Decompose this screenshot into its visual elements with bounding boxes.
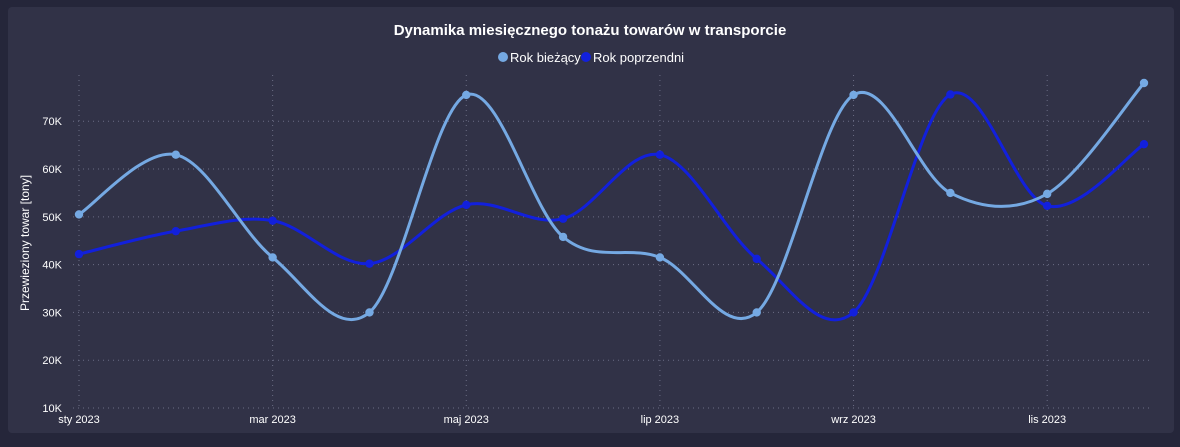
data-point-1[interactable] <box>1139 139 1149 149</box>
y-tick-label: 20K <box>42 355 62 367</box>
y-axis-title: Przewieziony towar [tony] <box>18 175 32 311</box>
x-tick-label: lis 2023 <box>1028 414 1066 426</box>
series-lines <box>77 81 1146 322</box>
y-tick-label: 70K <box>42 116 62 128</box>
y-tick-label: 50K <box>42 212 62 224</box>
data-point-1[interactable] <box>752 254 761 264</box>
data-point-0[interactable] <box>655 253 665 262</box>
legend-label: Rok bieżący <box>510 50 581 65</box>
data-point-1[interactable] <box>1042 201 1052 211</box>
legend-marker <box>581 52 591 62</box>
data-point-1[interactable] <box>365 259 374 268</box>
data-point-0[interactable] <box>171 150 181 159</box>
data-point-0[interactable] <box>1042 189 1052 199</box>
x-axis-ticks: sty 2023 mar 2023 maj 2023 lip 2023 wrz 2023… <box>58 414 1066 426</box>
legend-marker <box>498 52 508 62</box>
x-tick-label: lip 2023 <box>641 414 680 426</box>
data-point-1[interactable] <box>946 90 955 99</box>
data-point-0[interactable] <box>849 90 858 100</box>
data-point-1[interactable] <box>171 226 181 236</box>
data-point-1[interactable] <box>849 308 858 317</box>
data-point-0[interactable] <box>752 308 761 317</box>
data-point-1[interactable] <box>558 214 568 223</box>
data-point-0[interactable] <box>1139 78 1149 88</box>
chart-panel <box>8 7 1174 433</box>
x-tick-label: wrz 2023 <box>830 414 876 426</box>
x-tick-label: maj 2023 <box>444 414 489 426</box>
x-tick-label: mar 2023 <box>249 414 295 426</box>
data-point-1[interactable] <box>74 249 84 259</box>
y-tick-label: 30K <box>42 307 62 319</box>
y-tick-label: 60K <box>42 164 62 176</box>
legend: Rok bieżący Rok poprzendni <box>498 50 684 65</box>
y-tick-label: 10K <box>42 403 62 415</box>
legend-label: Rok poprzendni <box>593 50 684 65</box>
data-point-1[interactable] <box>655 150 665 159</box>
chart-title: Dynamika miesięcznego tonażu towarów w t… <box>394 22 787 39</box>
y-axis-ticks: 10K 20K 30K 40K 50K 60K 70K <box>42 116 62 415</box>
data-point-0[interactable] <box>74 210 84 219</box>
data-point-0[interactable] <box>268 253 277 262</box>
data-point-0[interactable] <box>365 308 374 317</box>
data-point-1[interactable] <box>462 200 471 210</box>
data-point-0[interactable] <box>946 188 955 198</box>
data-point-1[interactable] <box>268 216 277 225</box>
x-tick-label: sty 2023 <box>58 414 100 426</box>
data-point-0[interactable] <box>558 232 568 242</box>
y-tick-label: 40K <box>42 260 62 272</box>
data-point-0[interactable] <box>462 90 471 100</box>
gridlines <box>73 75 1152 409</box>
series-points <box>74 78 1149 317</box>
